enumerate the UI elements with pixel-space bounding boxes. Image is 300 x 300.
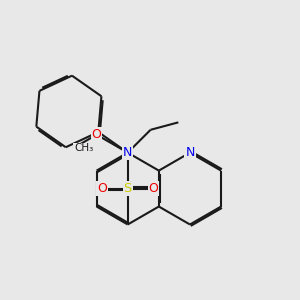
Text: O: O — [92, 128, 102, 141]
Text: N: N — [123, 146, 132, 159]
Text: O: O — [97, 182, 107, 195]
Text: S: S — [124, 182, 132, 195]
Text: O: O — [149, 182, 158, 195]
Text: CH₃: CH₃ — [73, 143, 92, 153]
Text: N: N — [185, 146, 195, 159]
Text: CH₃: CH₃ — [75, 143, 94, 153]
